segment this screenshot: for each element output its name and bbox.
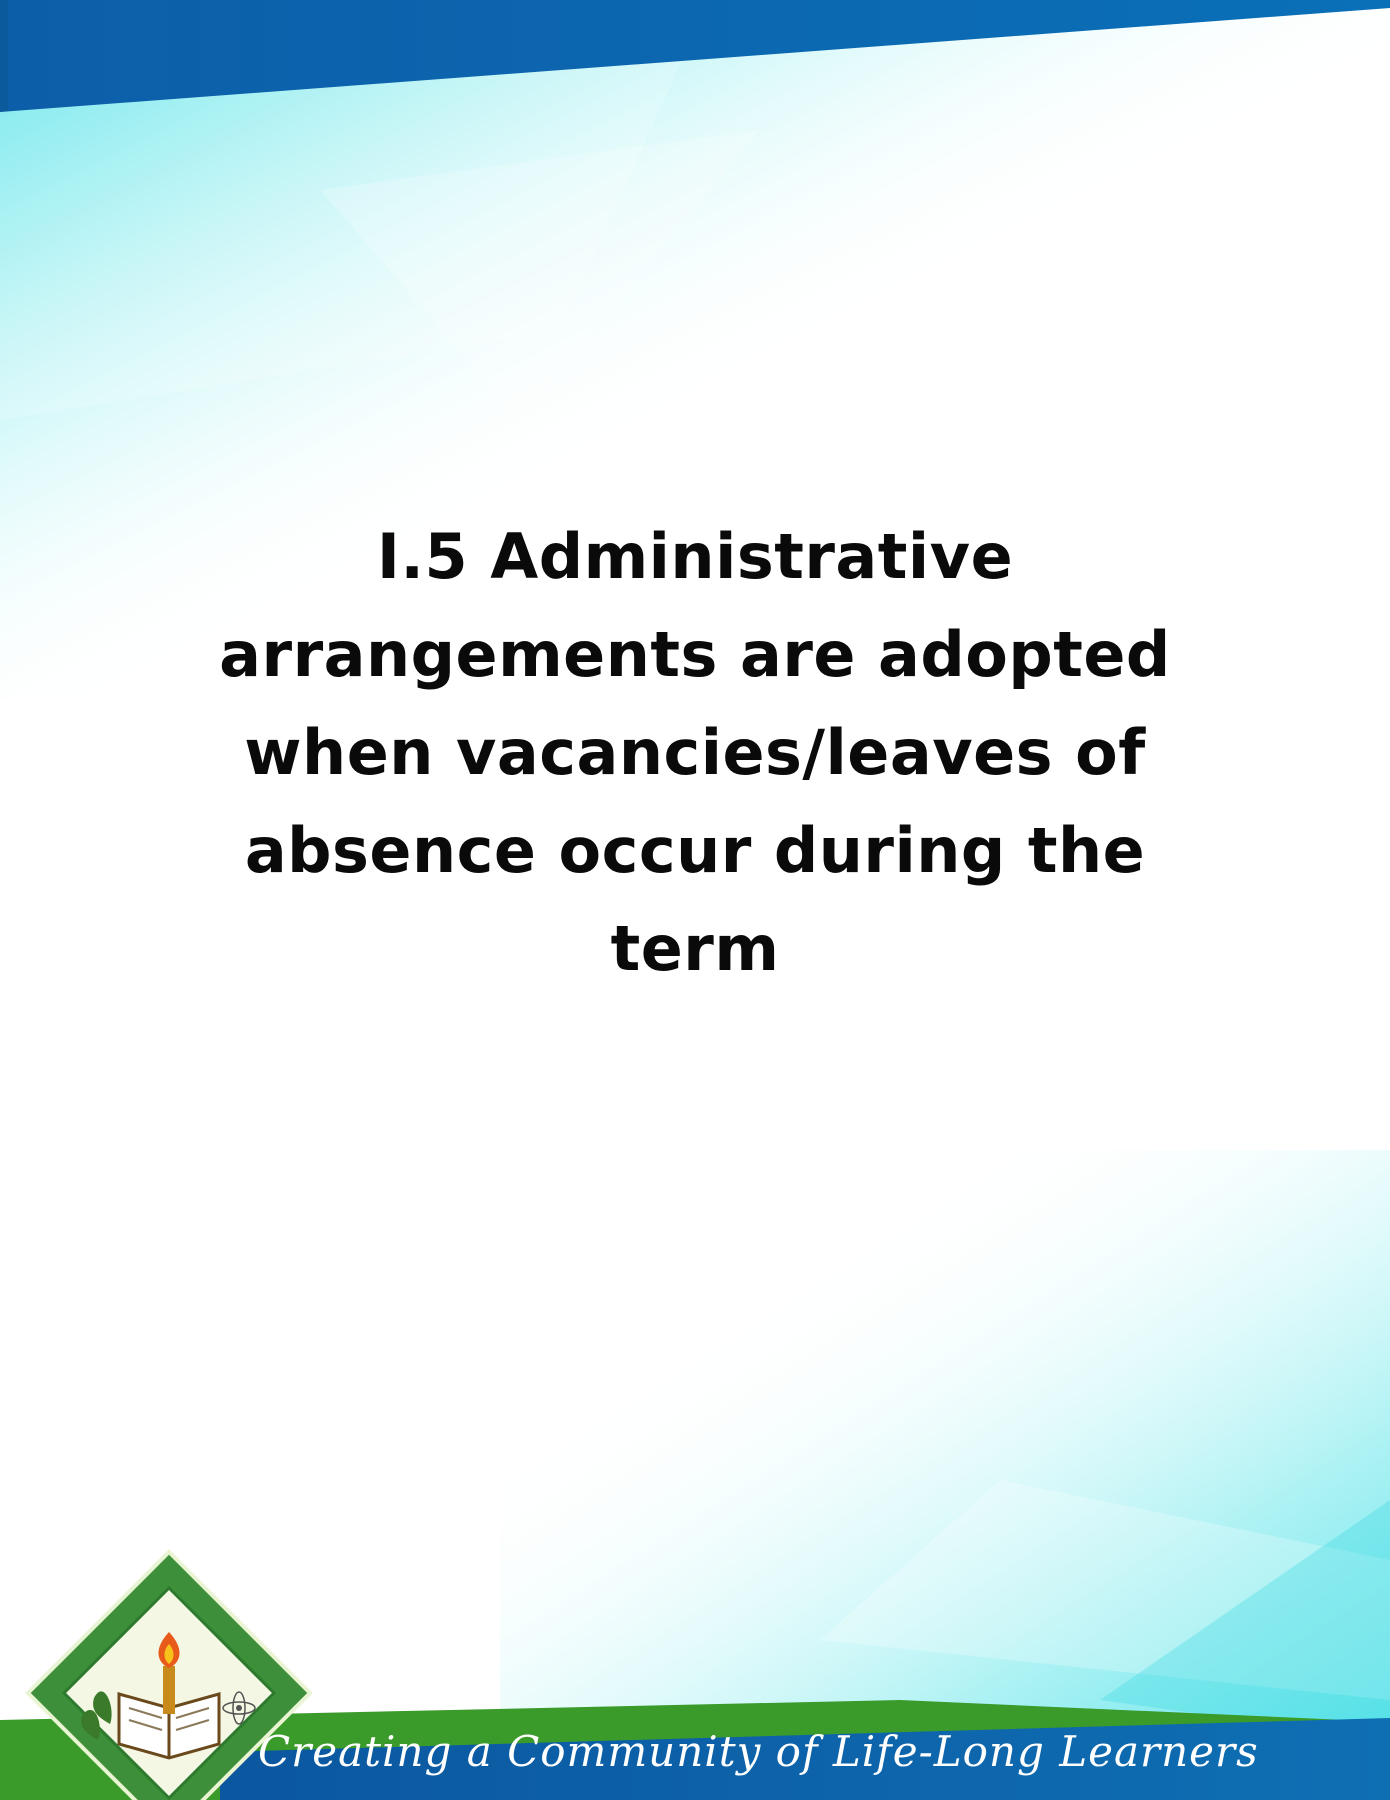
- heading-line: absence occur during the: [244, 814, 1146, 887]
- university-seal-logo: [24, 1548, 314, 1800]
- heading-line: arrangements are adopted: [219, 618, 1171, 691]
- footer-tagline: Creating a Community of Life-Long Learne…: [258, 1727, 1259, 1776]
- heading-line: when vacancies/leaves of: [244, 716, 1146, 789]
- heading-line: I.5 Administrative: [376, 520, 1014, 593]
- heading-line: term: [610, 912, 780, 985]
- section-heading: I.5 Administrative arrangements are adop…: [130, 508, 1260, 998]
